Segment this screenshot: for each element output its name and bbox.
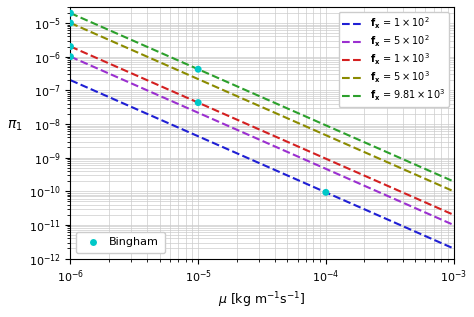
$\mathbf{f_x}$ = $1\times10^{2}$ <box>296 178 301 182</box>
$\mathbf{f_x}$ = $1\times10^{2}$ <box>294 178 300 182</box>
Legend: Bingham: Bingham <box>76 232 165 253</box>
Point <box>194 67 202 72</box>
$\mathbf{f_x}$ = $5\times10^{3}$ <box>451 189 456 193</box>
$\mathbf{f_x}$ = $1\times10^{3}$ <box>296 145 301 149</box>
$\mathbf{f_x}$ = $5\times10^{2}$ <box>294 154 300 158</box>
$\mathbf{f_x}$ = $1\times10^{2}$ <box>415 231 420 235</box>
$\mathbf{f_x}$ = $5\times10^{2}$ <box>391 197 396 200</box>
$\mathbf{f_x}$ = $1\times10^{3}$ <box>391 186 396 190</box>
$\mathbf{f_x}$ = $5\times10^{2}$ <box>415 207 420 211</box>
$\mathbf{f_x}$ = $1\times10^{2}$ <box>302 181 308 185</box>
$\mathbf{f_x}$ = $5\times10^{2}$ <box>451 223 456 227</box>
$\mathbf{f_x}$ = $1\times10^{3}$ <box>302 148 308 152</box>
$\mathbf{f_x}$ = $9.81\times10^{3}$ <box>415 164 420 168</box>
Line: $\mathbf{f_x}$ = $5\times10^{2}$: $\mathbf{f_x}$ = $5\times10^{2}$ <box>71 57 454 225</box>
$\mathbf{f_x}$ = $1\times10^{3}$ <box>415 197 420 201</box>
$\mathbf{f_x}$ = $1\times10^{2}$ <box>451 247 456 250</box>
$\mathbf{f_x}$ = $5\times10^{3}$ <box>302 124 308 128</box>
Line: $\mathbf{f_x}$ = $1\times10^{2}$: $\mathbf{f_x}$ = $1\times10^{2}$ <box>71 80 454 249</box>
$\mathbf{f_x}$ = $9.81\times10^{3}$ <box>69 12 74 16</box>
$\mathbf{f_x}$ = $5\times10^{3}$ <box>68 21 73 25</box>
$\mathbf{f_x}$ = $5\times10^{3}$ <box>294 121 300 125</box>
$\mathbf{f_x}$ = $9.81\times10^{3}$ <box>391 153 396 157</box>
Line: $\mathbf{f_x}$ = $1\times10^{3}$: $\mathbf{f_x}$ = $1\times10^{3}$ <box>71 47 454 215</box>
$\mathbf{f_x}$ = $5\times10^{2}$ <box>302 158 308 162</box>
Line: $\mathbf{f_x}$ = $5\times10^{3}$: $\mathbf{f_x}$ = $5\times10^{3}$ <box>71 23 454 191</box>
$\mathbf{f_x}$ = $1\times10^{2}$ <box>391 220 396 224</box>
$\mathbf{f_x}$ = $1\times10^{3}$ <box>68 45 73 49</box>
$\mathbf{f_x}$ = $5\times10^{3}$ <box>391 163 396 167</box>
Y-axis label: $\pi_1$: $\pi_1$ <box>7 118 23 133</box>
$\mathbf{f_x}$ = $1\times10^{3}$ <box>451 213 456 217</box>
$\mathbf{f_x}$ = $1\times10^{2}$ <box>69 79 74 83</box>
$\mathbf{f_x}$ = $9.81\times10^{3}$ <box>296 111 301 115</box>
$\mathbf{f_x}$ = $9.81\times10^{3}$ <box>302 114 308 118</box>
$\mathbf{f_x}$ = $1\times10^{3}$ <box>69 45 74 49</box>
$\mathbf{f_x}$ = $5\times10^{2}$ <box>296 155 301 159</box>
$\mathbf{f_x}$ = $5\times10^{3}$ <box>296 121 301 125</box>
Point <box>67 10 74 16</box>
$\mathbf{f_x}$ = $9.81\times10^{3}$ <box>68 11 73 15</box>
Point <box>67 54 74 59</box>
$\mathbf{f_x}$ = $1\times10^{3}$ <box>294 144 300 148</box>
Line: $\mathbf{f_x}$ = $9.81\times10^{3}$: $\mathbf{f_x}$ = $9.81\times10^{3}$ <box>71 13 454 181</box>
Point <box>194 100 202 105</box>
$\mathbf{f_x}$ = $9.81\times10^{3}$ <box>294 111 300 115</box>
$\mathbf{f_x}$ = $5\times10^{2}$ <box>69 55 74 59</box>
$\mathbf{f_x}$ = $5\times10^{2}$ <box>68 55 73 59</box>
$\mathbf{f_x}$ = $1\times10^{2}$ <box>68 78 73 82</box>
$\mathbf{f_x}$ = $5\times10^{3}$ <box>415 174 420 178</box>
X-axis label: $\mu$ [kg m$^{-1}$s$^{-1}$]: $\mu$ [kg m$^{-1}$s$^{-1}$] <box>219 290 306 310</box>
Point <box>67 21 74 26</box>
$\mathbf{f_x}$ = $9.81\times10^{3}$ <box>451 179 456 183</box>
Point <box>67 44 74 49</box>
$\mathbf{f_x}$ = $5\times10^{3}$ <box>69 22 74 25</box>
Point <box>322 190 329 195</box>
